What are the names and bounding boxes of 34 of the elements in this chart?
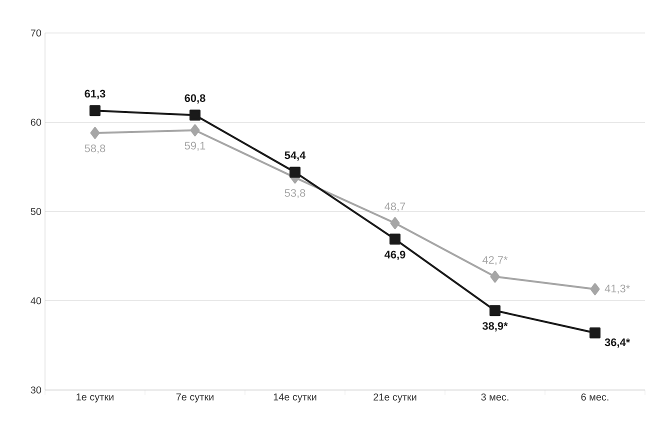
point — [490, 305, 500, 316]
data-label: 41,3* — [604, 284, 630, 294]
x-tick-label: 7е сутки — [176, 394, 214, 402]
data-label: 59,1 — [184, 142, 206, 151]
y-tick-label: 40 — [30, 297, 42, 304]
x-tick-label: 1е сутки — [76, 394, 114, 402]
y-tick-label: 70 — [30, 29, 42, 37]
data-label: 46,9 — [384, 250, 406, 260]
point — [90, 105, 100, 116]
point — [190, 124, 200, 136]
point — [590, 283, 600, 296]
point — [290, 166, 300, 178]
x-tick-label: 3 мес. — [481, 394, 508, 401]
point — [390, 234, 400, 245]
point — [90, 126, 100, 139]
data-label: 48,7 — [384, 202, 406, 212]
data-label: 54,4 — [284, 151, 306, 161]
data-label: 61,3 — [84, 90, 106, 100]
data-label: 58,8 — [84, 144, 106, 154]
y-tick-label: 30 — [30, 386, 42, 394]
x-tick-label: 14е сутки — [274, 394, 316, 402]
data-label: 42,7* — [482, 256, 508, 266]
data-label: 36,4* — [604, 338, 630, 348]
data-label: 60,8 — [184, 94, 206, 104]
x-tick-label: 21е сутки — [374, 394, 416, 403]
point — [490, 270, 500, 283]
y-tick-label: 50 — [30, 208, 42, 216]
point — [190, 110, 200, 121]
y-tick-label: 60 — [30, 118, 42, 126]
point — [590, 327, 600, 338]
point — [390, 217, 400, 230]
data-label: 38,9* — [482, 322, 508, 332]
x-tick-label: 6 мес. — [581, 394, 608, 401]
data-label: 53,8 — [284, 189, 306, 198]
